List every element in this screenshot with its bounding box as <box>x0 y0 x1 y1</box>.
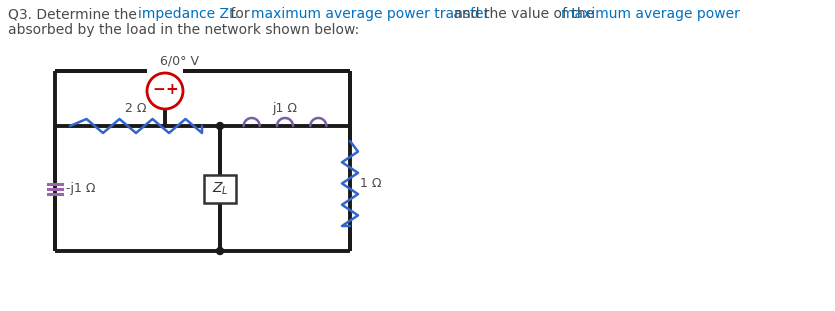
Text: maximum average power: maximum average power <box>561 7 740 21</box>
Text: maximum average power transfer: maximum average power transfer <box>251 7 489 21</box>
Circle shape <box>216 248 224 254</box>
Bar <box>204 174 236 202</box>
Text: -j1 Ω: -j1 Ω <box>66 182 95 195</box>
Text: absorbed by the load in the network shown below:: absorbed by the load in the network show… <box>8 23 359 37</box>
Text: 2 Ω: 2 Ω <box>125 102 147 115</box>
Circle shape <box>216 123 224 129</box>
Text: +: + <box>165 82 178 98</box>
Text: and the value of the: and the value of the <box>449 7 599 21</box>
Text: impedance ZL: impedance ZL <box>138 7 237 21</box>
Text: 1 Ω: 1 Ω <box>360 177 382 190</box>
Text: 6/0° V: 6/0° V <box>160 55 199 68</box>
Text: Q3. Determine the: Q3. Determine the <box>8 7 141 21</box>
Text: j1 Ω: j1 Ω <box>272 102 297 115</box>
Text: −: − <box>152 82 165 98</box>
Text: $Z_L$: $Z_L$ <box>211 180 228 197</box>
Text: for: for <box>226 7 254 21</box>
